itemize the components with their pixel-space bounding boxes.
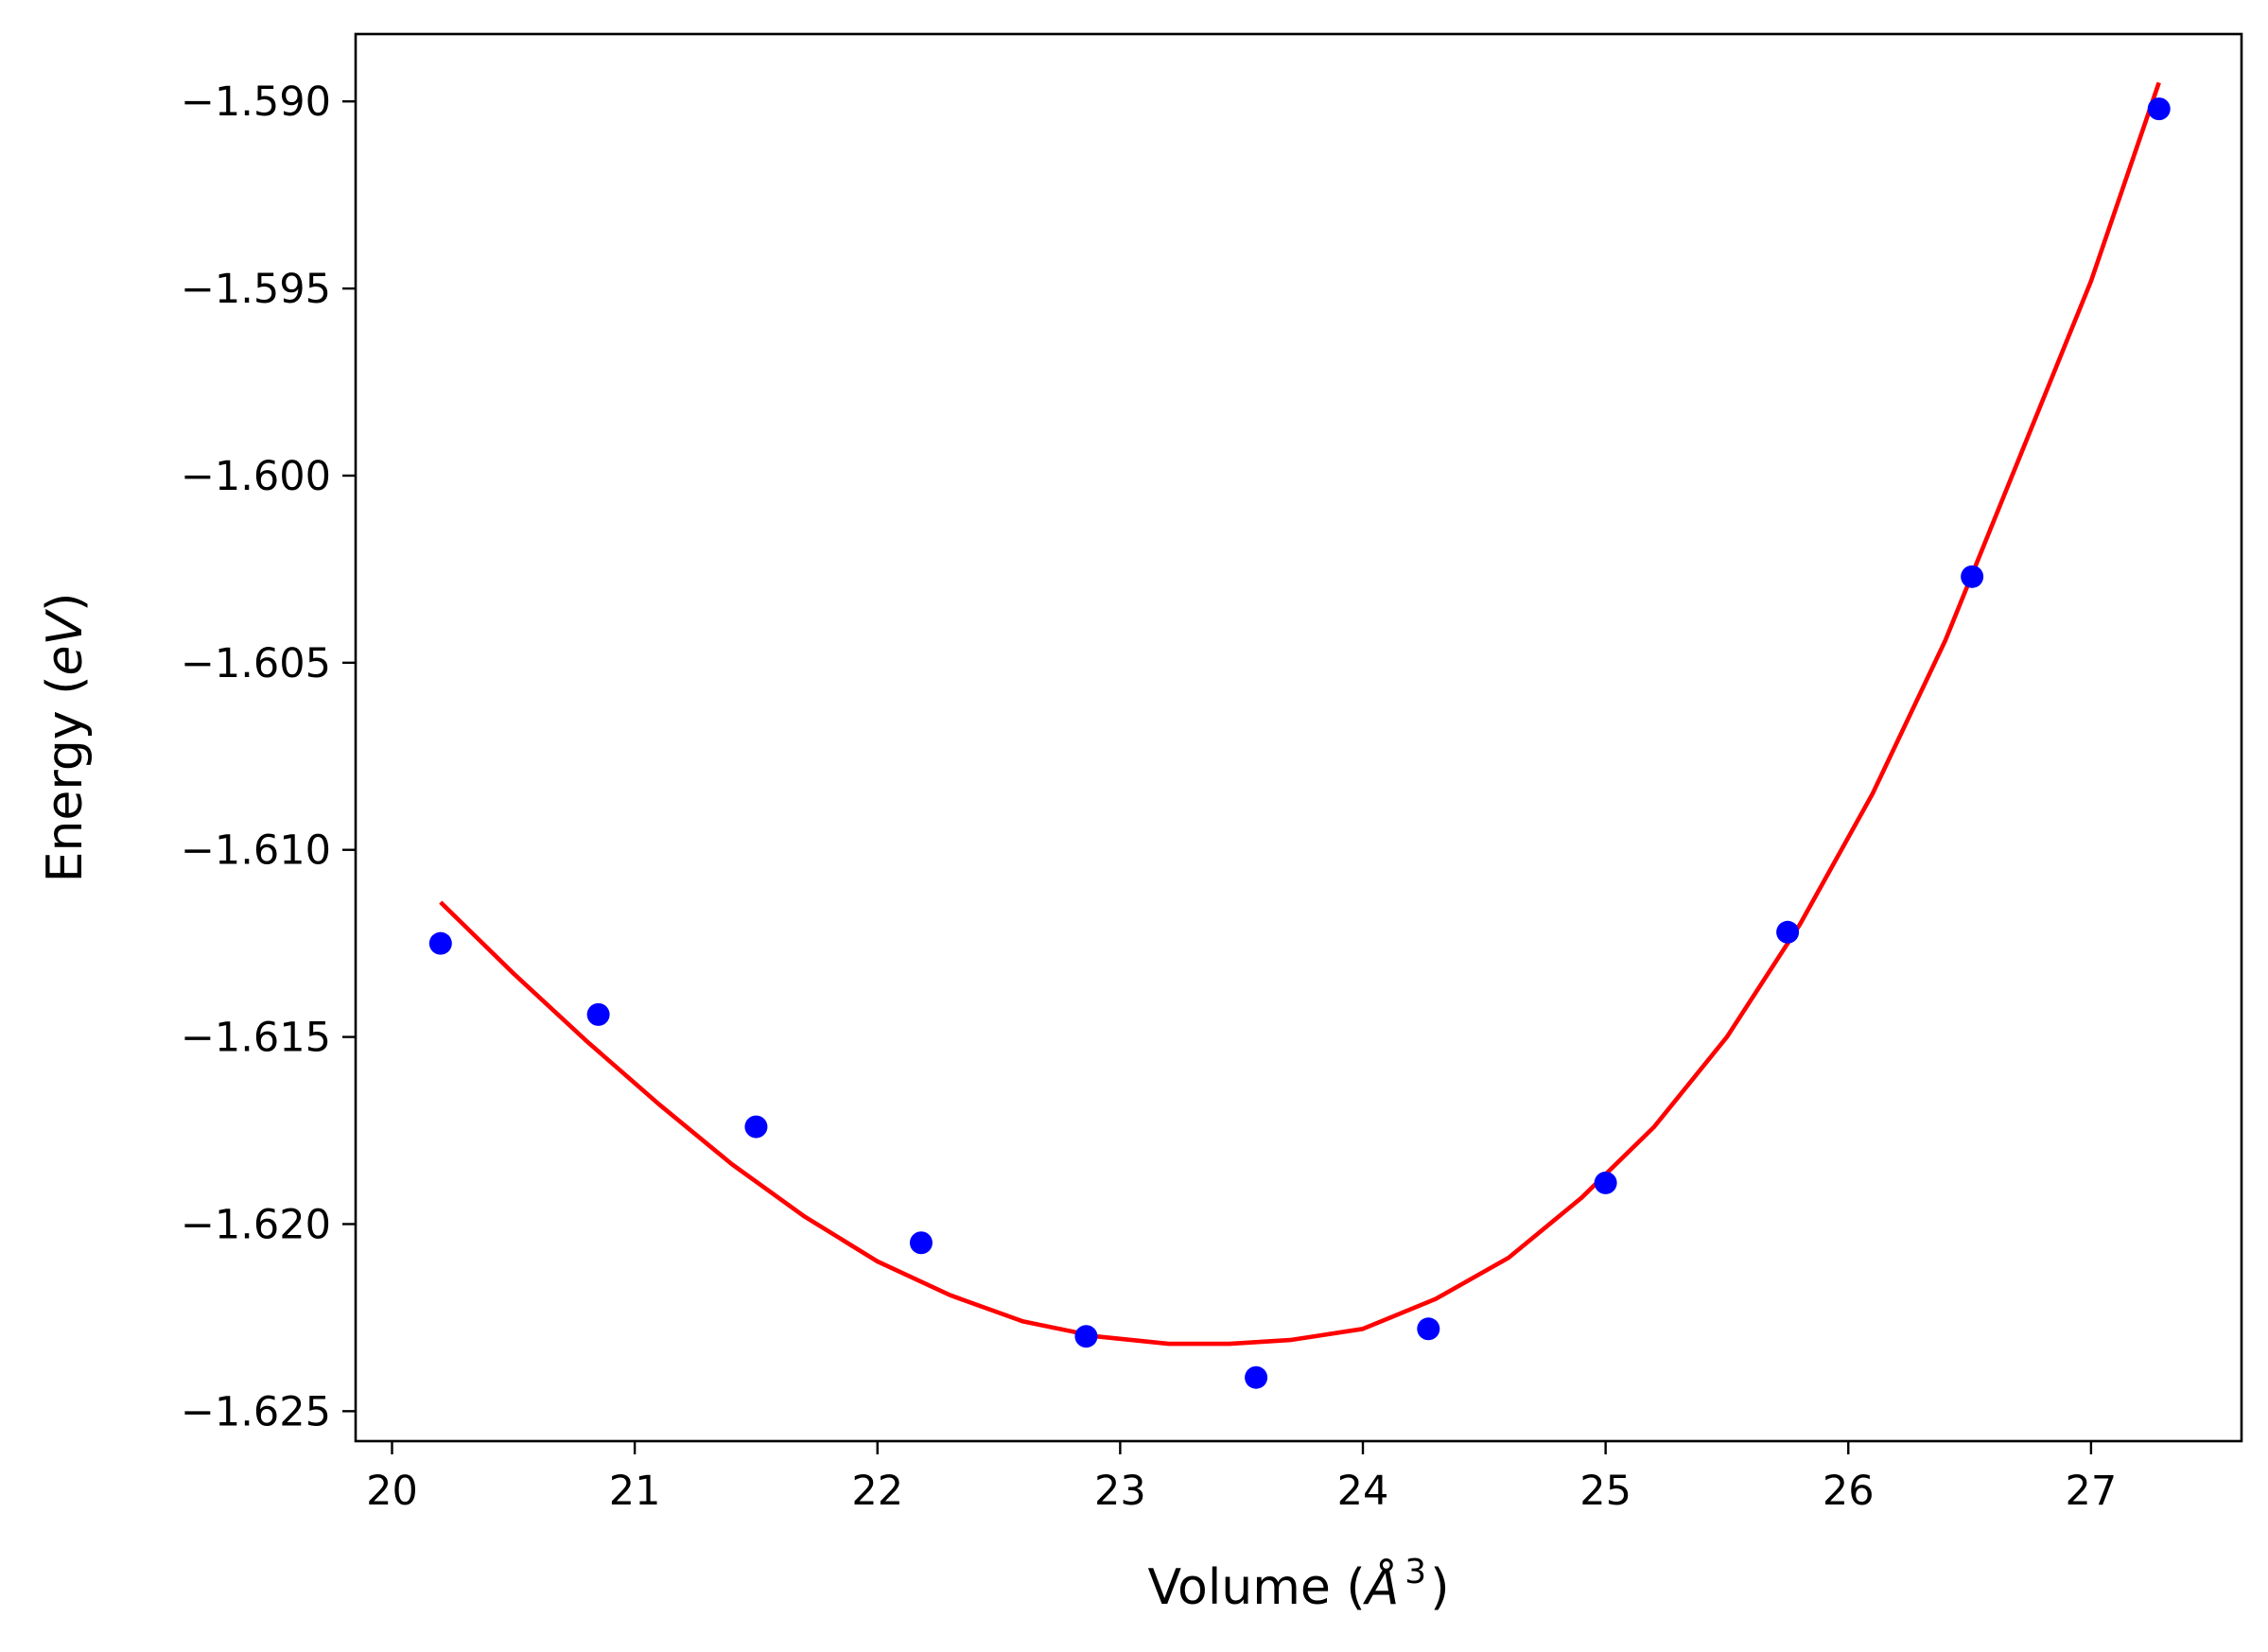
data-point	[2147, 97, 2171, 121]
y-tick-label: −1.605	[181, 640, 331, 687]
x-tick-label: 24	[1337, 1468, 1389, 1515]
y-tick-label: −1.615	[181, 1015, 331, 1062]
x-axis-ticks: 20 21 22 23 24 25 26 27	[366, 1441, 2117, 1515]
plot-area	[428, 81, 2171, 1389]
x-axis-label-suffix: )	[1430, 1559, 1449, 1616]
x-tick-label: 27	[2066, 1468, 2118, 1515]
fit-curve	[439, 81, 2161, 1347]
data-point	[1074, 1325, 1098, 1348]
y-axis-label-suffix: )	[37, 593, 94, 612]
y-axis-label-symbol: eV	[37, 609, 94, 676]
x-tick-label: 26	[1823, 1468, 1875, 1515]
data-point	[586, 1002, 610, 1026]
data-point	[909, 1231, 933, 1255]
y-axis-ticks: −1.590 −1.595 −1.600 −1.605 −1.610 −1.615 −1.6…	[181, 78, 356, 1435]
x-tick-label: 20	[366, 1468, 418, 1515]
plot-frame	[354, 32, 2243, 1443]
x-axis-label-exponent: 3	[1404, 1553, 1426, 1591]
data-point	[428, 931, 452, 955]
y-tick-label: −1.595	[181, 266, 331, 313]
x-tick-label: 21	[609, 1468, 661, 1515]
data-point	[1417, 1317, 1440, 1341]
y-axis-label-prefix: Energy (	[37, 676, 94, 883]
y-tick-label: −1.625	[181, 1388, 331, 1435]
x-axis-label-symbol: Å	[1363, 1557, 1400, 1616]
y-tick-label: −1.620	[181, 1201, 331, 1248]
x-tick-label: 22	[851, 1468, 903, 1515]
x-axis-label-prefix: Volume (	[1148, 1559, 1366, 1616]
x-tick-label: 23	[1094, 1468, 1146, 1515]
y-axis-label: Energy (eV)	[37, 593, 94, 883]
y-tick-label: −1.610	[181, 827, 331, 875]
data-point	[744, 1115, 768, 1139]
data-point	[1776, 920, 1800, 944]
y-tick-label: −1.600	[181, 453, 331, 500]
y-tick-label: −1.590	[181, 78, 331, 126]
data-point	[1961, 565, 1984, 588]
x-axis-label: Volume (Å 3)	[1148, 1553, 1450, 1616]
data-point	[1245, 1365, 1268, 1389]
x-tick-label: 25	[1579, 1468, 1631, 1515]
data-point	[1594, 1171, 1617, 1194]
